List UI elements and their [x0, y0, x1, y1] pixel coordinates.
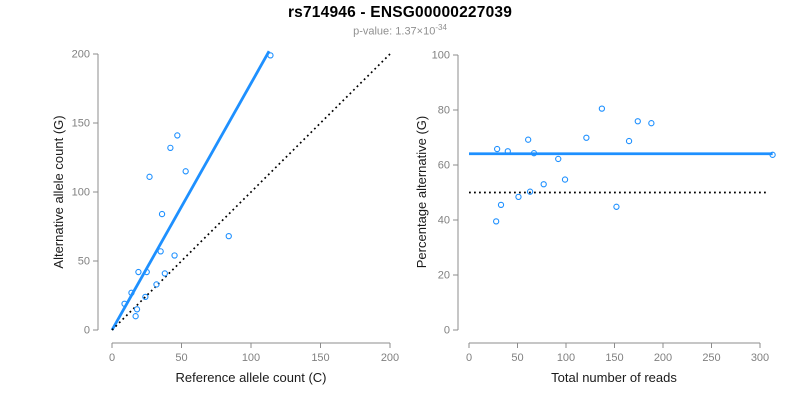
data-point	[555, 155, 562, 163]
data-point	[530, 150, 538, 157]
data-point	[648, 120, 655, 127]
x-tick-label: 100	[242, 352, 260, 364]
data-point	[561, 176, 569, 183]
y-tick-label: 150	[72, 118, 90, 130]
data-point	[174, 132, 181, 139]
y-tick-label: 0	[444, 325, 450, 337]
y-axis-label-left: Alternative allele count (G)	[51, 115, 66, 268]
data-point	[161, 270, 168, 277]
data-point	[613, 203, 620, 210]
data-point	[132, 313, 139, 320]
x-tick-label: 150	[311, 352, 329, 364]
data-point	[598, 105, 606, 112]
data-point	[525, 136, 532, 143]
x-tick-label: 250	[702, 352, 720, 364]
data-point	[526, 188, 534, 195]
x-tick-label: 0	[466, 352, 472, 364]
figure-subtitle: p-value: 1.37×10-34	[0, 23, 800, 38]
y-tick-label: 200	[72, 49, 90, 61]
x-tick-label: 100	[557, 352, 575, 364]
y-tick-label: 40	[438, 215, 450, 227]
x-tick-label: 50	[175, 352, 187, 364]
x-tick-label: 150	[605, 352, 623, 364]
data-point	[135, 268, 142, 276]
data-point	[158, 210, 166, 218]
regression-line	[110, 50, 271, 331]
x-tick-label: 50	[511, 352, 523, 364]
plot-area-left: 0 50 100 150 200 0 50 100 150 200	[72, 49, 400, 365]
data-point	[182, 168, 189, 175]
y-tick-label: 80	[438, 105, 450, 117]
data-point	[493, 218, 500, 225]
data-point	[540, 181, 547, 188]
data-point	[625, 137, 633, 145]
data-point	[146, 173, 153, 180]
y-tick-label: 100	[432, 50, 450, 62]
x-axis-label-left: Reference allele count (C)	[175, 370, 326, 385]
y-axis-label-right: Percentage alternative (G)	[414, 116, 429, 268]
data-point	[128, 289, 135, 296]
data-point	[143, 268, 150, 276]
y-tick-label: 0	[84, 325, 90, 337]
plot-area-right: 0 20 40 60 80 100 0 50 100 150 200 250 300	[432, 50, 776, 364]
x-tick-label: 200	[381, 352, 399, 364]
figure-title: rs714946 - ENSG00000227039	[287, 4, 513, 21]
p-value-exponent: -34	[435, 23, 447, 32]
data-point	[497, 201, 505, 209]
data-point	[769, 151, 776, 158]
data-point	[515, 193, 522, 201]
data-point	[225, 233, 232, 240]
data-point	[121, 300, 128, 307]
data-point	[157, 248, 164, 255]
x-axis-label-right: Total number of reads	[551, 370, 677, 385]
data-point	[267, 52, 274, 59]
data-point	[634, 118, 641, 125]
identity-line	[111, 53, 391, 331]
x-tick-label: 200	[654, 352, 672, 364]
data-point	[171, 252, 178, 259]
scatter-percentage-vs-reads: 0 20 40 60 80 100 0 50 100 150 200 250 300 Total num…	[414, 50, 776, 385]
data-point	[133, 306, 141, 313]
x-tick-label: 0	[109, 352, 115, 364]
scatter-allele-counts: 0 50 100 150 200 0 50 100 150 200 Reference allel…	[51, 49, 400, 386]
y-tick-label: 50	[78, 256, 90, 268]
data-point	[167, 144, 174, 151]
data-point	[504, 148, 511, 155]
data-point	[142, 293, 149, 301]
data-point	[583, 134, 590, 141]
x-tick-label: 300	[751, 352, 769, 364]
y-tick-label: 20	[438, 270, 450, 282]
data-point	[493, 145, 501, 153]
p-value-text: p-value: 1.37×10	[353, 25, 436, 38]
y-tick-label: 100	[72, 187, 90, 199]
data-point	[153, 281, 160, 288]
y-tick-label: 60	[438, 160, 450, 172]
